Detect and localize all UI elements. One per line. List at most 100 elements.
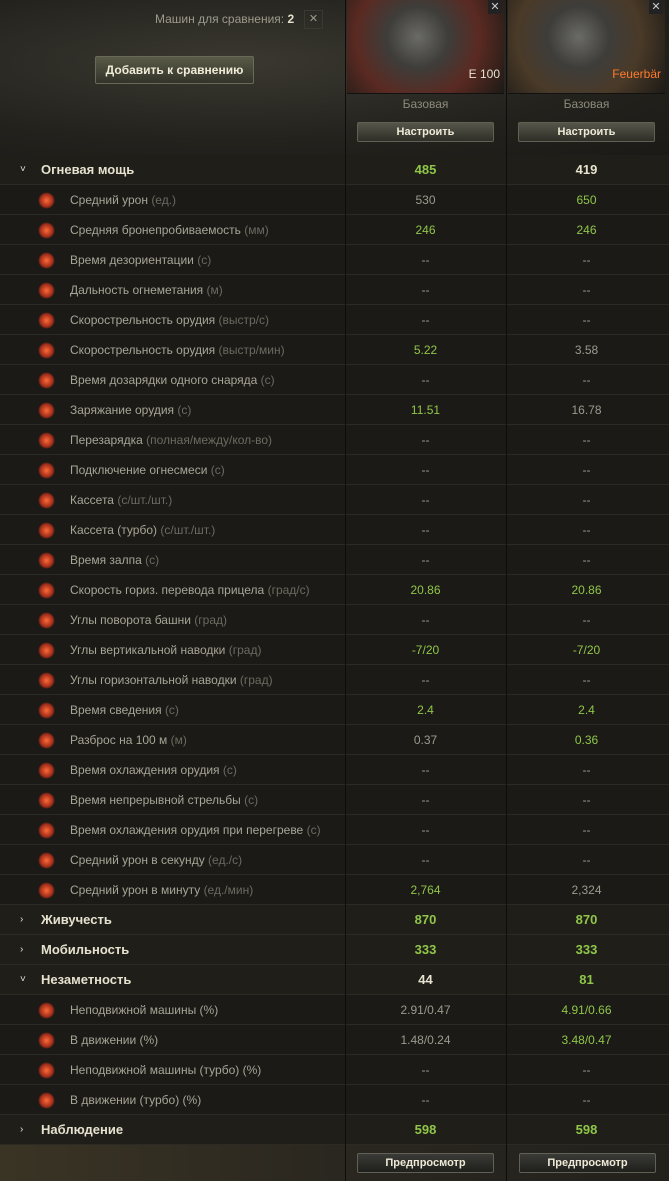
vehicle-image[interactable]: Feuerbär ✕ <box>508 0 665 94</box>
stat-icon <box>38 252 55 269</box>
stat-icon <box>38 192 55 209</box>
vehicle-config: Базовая <box>402 97 449 111</box>
stat-name: Скорость гориз. перевода прицела <box>70 583 265 597</box>
stat-label: Время охлаждения орудия (с) <box>70 755 237 785</box>
stat-unit: (м) <box>206 283 223 297</box>
stat-name: Кассета <box>70 493 114 507</box>
stat-row: Неподвижной машины (%) 2.91/0.47 4.91/0.6… <box>0 995 669 1025</box>
category-row[interactable]: › Наблюдение 598 598 <box>0 1115 669 1145</box>
column-divider <box>506 0 507 1181</box>
stat-unit: (с/шт./шт.) <box>160 523 216 537</box>
stat-row: Подключение огнесмеси (с) -- -- <box>0 455 669 485</box>
chevron-right-icon[interactable]: › <box>20 1124 24 1135</box>
stat-icon <box>38 882 55 899</box>
stat-unit: (мм) <box>244 223 269 237</box>
stat-label: Время дезориентации (с) <box>70 245 211 275</box>
category-row[interactable]: ˅ Огневая мощь 485 419 <box>0 155 669 185</box>
stat-value: 1.48/0.24 <box>400 1033 451 1047</box>
chevron-right-icon[interactable]: › <box>20 944 24 955</box>
stat-name: Неподвижной машины (турбо) (%) <box>70 1063 262 1077</box>
stat-value: -- <box>421 823 430 837</box>
column-divider <box>345 0 346 1181</box>
stat-name: Средняя бронепробиваемость <box>70 223 241 237</box>
clear-compare-button[interactable]: ✕ <box>304 10 323 29</box>
preview-button[interactable]: Предпросмотр <box>519 1153 656 1173</box>
stat-label: Дальность огнеметания (м) <box>70 275 223 305</box>
category-row[interactable]: ˅ Незаметность 44 81 <box>0 965 669 995</box>
vehicle-image[interactable]: E 100 ✕ <box>347 0 504 94</box>
stat-name: Углы вертикальной наводки <box>70 643 226 657</box>
stat-row: Скорость гориз. перевода прицела (град/с… <box>0 575 669 605</box>
stat-label: Средний урон в секунду (ед./с) <box>70 845 242 875</box>
stat-unit: (ед./мин) <box>203 883 254 897</box>
stat-value: -- <box>421 793 430 807</box>
stat-icon <box>38 552 55 569</box>
stat-icon <box>38 1062 55 1079</box>
stat-label: Время непрерывной стрельбы (с) <box>70 785 258 815</box>
stat-value: 333 <box>575 942 598 957</box>
chevron-down-icon[interactable]: ˅ <box>20 164 26 175</box>
stat-label: Углы горизонтальной наводки (град) <box>70 665 273 695</box>
stat-value: 5.22 <box>413 343 438 357</box>
stat-name: Средний урон <box>70 193 148 207</box>
stat-row: Углы поворота башни (град) -- -- <box>0 605 669 635</box>
category-label: Наблюдение <box>41 1122 124 1137</box>
stat-icon <box>38 852 55 869</box>
stat-name: Неподвижной машины (%) <box>70 1003 219 1017</box>
stat-unit: (полная/между/кол-во) <box>146 433 273 447</box>
stat-value: 530 <box>415 193 436 207</box>
stat-label: Скорострельность орудия (выстр/мин) <box>70 335 285 365</box>
stat-value: -7/20 <box>411 643 440 657</box>
stat-icon <box>38 372 55 389</box>
stat-unit: (град) <box>228 643 262 657</box>
stat-value: 485 <box>414 162 437 177</box>
preview-button[interactable]: Предпросмотр <box>357 1153 494 1173</box>
stat-value: -- <box>582 253 591 267</box>
stat-row: Время непрерывной стрельбы (с) -- -- <box>0 785 669 815</box>
stat-value: -- <box>421 493 430 507</box>
stat-unit: (с) <box>164 703 179 717</box>
category-row[interactable]: › Живучесть 870 870 <box>0 905 669 935</box>
stat-label: Средний урон в минуту (ед./мин) <box>70 875 253 905</box>
stat-value: -- <box>421 853 430 867</box>
category-label: Живучесть <box>41 912 112 927</box>
stat-name: Перезарядка <box>70 433 143 447</box>
stat-icon <box>38 582 55 599</box>
stat-value: -- <box>421 283 430 297</box>
stat-value: 2,324 <box>571 883 602 897</box>
add-to-compare-button[interactable]: Добавить к сравнению <box>95 56 254 84</box>
stat-value: 3.58 <box>574 343 599 357</box>
setup-button[interactable]: Настроить <box>518 122 655 142</box>
stat-label: Углы вертикальной наводки (град) <box>70 635 261 665</box>
stat-value: 419 <box>575 162 598 177</box>
stat-value: 650 <box>576 193 597 207</box>
stat-unit: (град/с) <box>267 583 310 597</box>
stat-value: 16.78 <box>571 403 602 417</box>
stat-label: Время охлаждения орудия при перегреве (с… <box>70 815 321 845</box>
vehicle-name: E 100 <box>468 67 500 81</box>
stat-value: -7/20 <box>572 643 601 657</box>
stat-unit: (с/шт./шт.) <box>117 493 173 507</box>
stat-row: Время охлаждения орудия при перегреве (с… <box>0 815 669 845</box>
stat-value: 246 <box>576 223 597 237</box>
stat-value: -- <box>582 853 591 867</box>
stat-value: 0.36 <box>574 733 599 747</box>
stat-label: Кассета (турбо) (с/шт./шт.) <box>70 515 215 545</box>
setup-button[interactable]: Настроить <box>357 122 494 142</box>
stat-unit: (с) <box>210 463 225 477</box>
stat-row: Неподвижной машины (турбо) (%) -- -- <box>0 1055 669 1085</box>
chevron-right-icon[interactable]: › <box>20 914 24 925</box>
stat-unit: (выстр/мин) <box>218 343 285 357</box>
stat-name: Время дозарядки одного снаряда <box>70 373 258 387</box>
category-row[interactable]: › Мобильность 333 333 <box>0 935 669 965</box>
remove-vehicle-icon[interactable]: ✕ <box>488 0 502 14</box>
stat-unit: (с) <box>145 553 160 567</box>
chevron-down-icon[interactable]: ˅ <box>20 974 26 985</box>
category-label: Мобильность <box>41 942 130 957</box>
stat-unit: (с) <box>177 403 192 417</box>
remove-vehicle-icon[interactable]: ✕ <box>649 0 663 14</box>
stat-unit: (выстр/с) <box>218 313 270 327</box>
stat-label: Время дозарядки одного снаряда (с) <box>70 365 275 395</box>
category-label: Огневая мощь <box>41 162 135 177</box>
stat-value: -- <box>582 793 591 807</box>
